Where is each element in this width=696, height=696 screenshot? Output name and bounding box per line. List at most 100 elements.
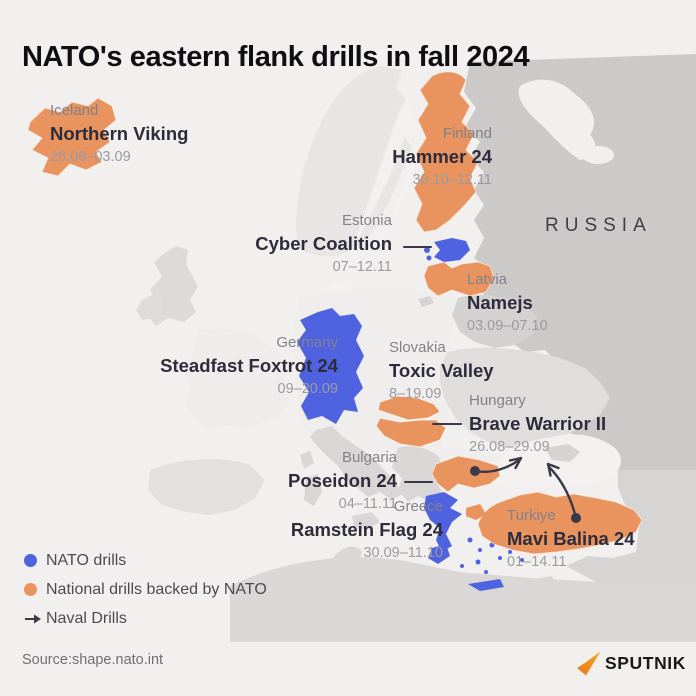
drill-label-iceland: Iceland Northern Viking 26.08–03.09 <box>50 101 188 167</box>
country-germany <box>297 308 364 424</box>
drill-dates: 30.09–11.10 <box>363 545 443 561</box>
sputnik-wordmark: SPUTNIK <box>605 653 687 673</box>
country-belarus <box>452 294 538 348</box>
kaliningrad <box>418 296 434 307</box>
country-name: Germany <box>276 334 338 351</box>
country-hungary <box>375 417 447 448</box>
national-drills-dot-icon <box>24 583 46 596</box>
legend-label: NATO drills <box>46 551 127 569</box>
drill-name: Cyber Coalition <box>255 233 392 254</box>
north-africa <box>230 557 696 642</box>
country-iceland <box>27 97 117 177</box>
naval-drills-arrow-icon <box>24 613 46 625</box>
drill-name: Poseidon 24 <box>288 470 397 491</box>
naval-origin-dot <box>571 513 581 523</box>
country-russia <box>464 54 696 478</box>
legend: NATO drills National drills backed by NA… <box>24 546 267 633</box>
drill-dates: 30.10–12.11 <box>412 172 492 188</box>
drill-dates: 03.09–07.10 <box>467 318 548 334</box>
drill-dates: 07–12.11 <box>332 259 392 275</box>
pointer-line-bulgaria <box>404 481 433 483</box>
source-text: Source:shape.nato.int <box>22 652 164 668</box>
russia-label: RUSSIA <box>545 215 652 236</box>
nato-drills-dot-icon <box>24 554 46 567</box>
naval-arrow-turkiye <box>546 462 578 520</box>
drill-dates: 04–11.11 <box>338 496 397 512</box>
country-greece <box>424 492 462 552</box>
drill-label-hungary: Hungary Brave Warrior II 26.08–29.09 <box>469 391 606 457</box>
sardinia <box>304 474 322 506</box>
drill-dates: 26.08–29.09 <box>469 439 550 455</box>
drill-label-greece: Greece Ramstein Flag 24 30.09–11.10 <box>291 497 443 563</box>
black-sea <box>492 434 622 491</box>
greek-islands <box>460 537 524 591</box>
drill-name: Northern Viking <box>50 123 189 144</box>
naval-origin-dot <box>470 466 480 476</box>
balkans <box>392 446 444 502</box>
country-name: Latvia <box>467 271 508 288</box>
tunisia <box>330 546 362 572</box>
drill-dates: 09–20.09 <box>277 381 338 397</box>
sputnik-flame-icon <box>577 651 601 676</box>
drill-name: Namejs <box>467 292 533 313</box>
pointer-line-estonia <box>403 246 432 248</box>
country-norway <box>296 66 412 256</box>
country-latvia <box>423 261 495 297</box>
middle-east <box>566 470 696 584</box>
country-name: Estonia <box>341 212 392 229</box>
country-name: Greece <box>393 498 443 515</box>
drill-name: Toxic Valley <box>389 360 494 381</box>
drill-name: Ramstein Flag 24 <box>290 519 443 540</box>
lakes <box>518 79 596 160</box>
legend-label: National drills backed by NATO <box>46 580 267 598</box>
drill-label-finland: Finland Hammer 24 30.10–12.11 <box>392 124 492 190</box>
country-bulgaria <box>431 455 501 493</box>
drill-label-turkiye: Turkiye Mavi Balina 24 01–14.11 <box>507 506 635 572</box>
country-ireland <box>136 294 163 320</box>
turkiye-thrace <box>466 504 486 520</box>
drill-label-latvia: Latvia Namejs 03.09–07.10 <box>467 270 548 336</box>
pointer-line-hungary <box>432 423 462 425</box>
legend-item-naval-drills: Naval Drills <box>24 604 267 633</box>
drill-label-estonia: Estonia Cyber Coalition 07–12.11 <box>255 211 392 277</box>
country-slovakia <box>377 395 441 421</box>
peloponnese <box>428 544 450 564</box>
country-spain <box>148 458 265 515</box>
country-turkiye <box>477 491 643 555</box>
drill-name: Hammer 24 <box>392 146 492 167</box>
country-italy <box>310 426 402 500</box>
legend-item-nato-drills: NATO drills <box>24 546 267 575</box>
crimea <box>545 444 580 462</box>
country-name: Iceland <box>50 102 99 119</box>
country-sweden <box>352 88 420 256</box>
page-title: NATO's eastern flank drills in fall 2024 <box>22 41 530 74</box>
drill-name: Brave Warrior II <box>469 413 607 434</box>
estonian-island <box>424 247 430 253</box>
country-name: Turkiye <box>507 507 556 524</box>
legend-label: Naval Drills <box>46 609 127 627</box>
drill-dates: 01–14.11 <box>507 554 567 570</box>
drill-name: Steadfast Foxtrot 24 <box>160 355 338 376</box>
drill-name: Mavi Balina 24 <box>507 528 635 549</box>
legend-item-national-drills: National drills backed by NATO <box>24 575 267 604</box>
drill-label-slovakia: Slovakia Toxic Valley 8–19.09 <box>389 338 494 404</box>
cyprus <box>540 576 555 585</box>
lake <box>582 146 614 164</box>
drill-label-germany: Germany Steadfast Foxtrot 24 09–20.09 <box>160 333 338 399</box>
country-estonia <box>434 238 470 262</box>
country-ukraine <box>440 347 610 448</box>
sicily <box>352 512 380 530</box>
country-name: Hungary <box>469 392 526 409</box>
country-name: Bulgaria <box>341 449 397 466</box>
drill-dates: 26.08–03.09 <box>50 149 131 165</box>
country-france <box>184 328 290 430</box>
country-name: Finland <box>442 125 492 142</box>
drill-label-bulgaria: Bulgaria Poseidon 24 04–11.11 <box>288 448 397 514</box>
corsica <box>300 451 314 469</box>
drill-dates: 8–19.09 <box>389 386 442 402</box>
country-finland <box>413 71 479 233</box>
sputnik-logo: SPUTNIK <box>577 651 686 676</box>
estonian-island <box>426 255 432 261</box>
